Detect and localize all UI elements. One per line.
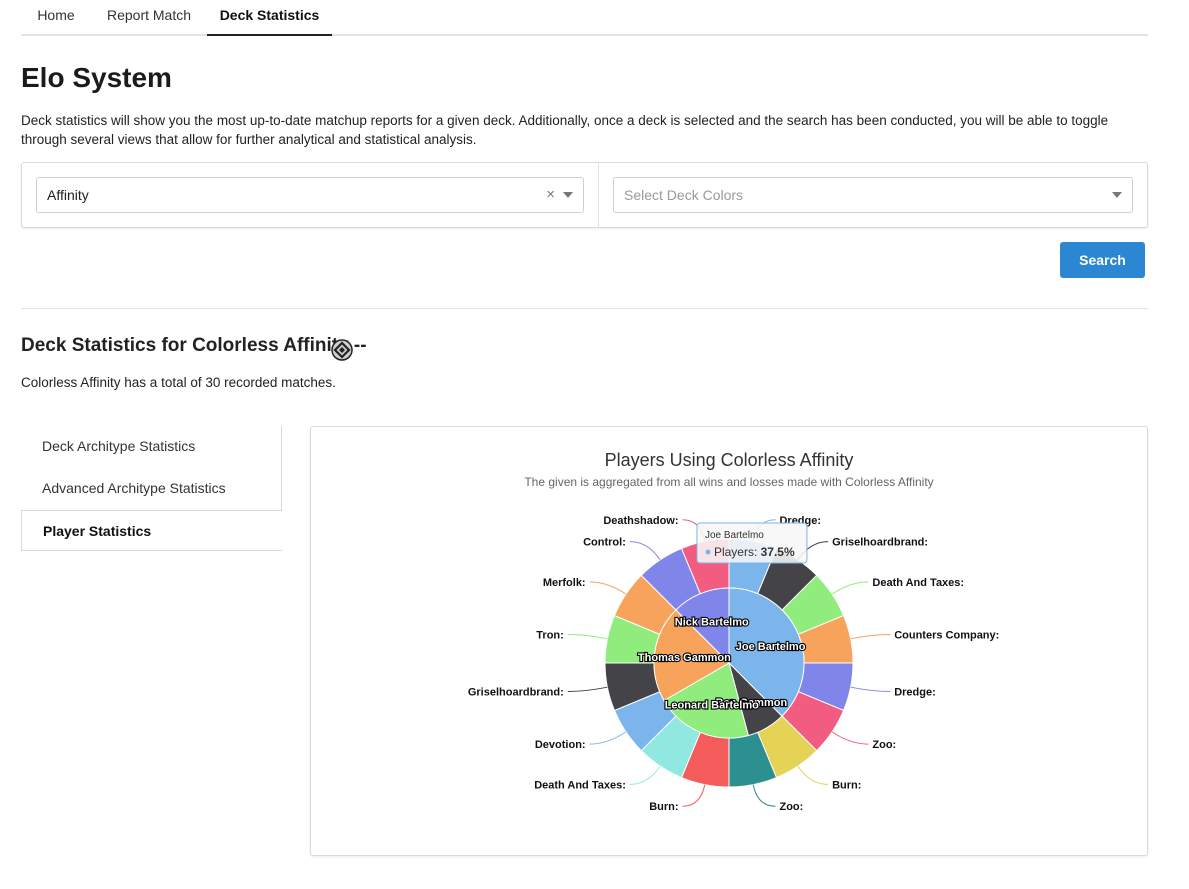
intro-text: Deck statistics will show you the most u… (21, 113, 1109, 147)
outer-slice-label: Griselhoardbrand: (468, 686, 564, 698)
section-divider (21, 308, 1148, 309)
inner-slice[interactable] (653, 609, 730, 702)
connector-line (589, 731, 627, 745)
deck-colors-select[interactable]: Select Deck Colors (613, 177, 1133, 213)
outer-slice-label: Dredge: (894, 686, 936, 698)
connector-line (752, 784, 776, 807)
inner-slice[interactable] (675, 587, 730, 665)
page-title: Elo System (21, 62, 172, 93)
connector-line (567, 634, 608, 640)
deck-select[interactable]: Affinity × (36, 177, 584, 213)
pie-chart: Dredge: Griselhoardbrand: Death And Taxes:… (468, 515, 999, 813)
tooltip-name: Joe Bartelmo (705, 530, 764, 541)
chart-card: Players Using Colorless Affinity The giv… (310, 426, 1148, 856)
tab-home[interactable]: Home (37, 7, 75, 23)
outer-slice-label: Control: (583, 537, 626, 549)
connector-line (831, 581, 869, 595)
connector-line (629, 765, 661, 785)
outer-slice-label: Zoo: (872, 739, 896, 751)
outer-slice-label: Devotion: (535, 739, 586, 751)
top-navigation: Home Report Match Deck Statistics (21, 0, 1148, 36)
search-button[interactable]: Search (1060, 242, 1145, 278)
outer-slice-label: Deathshadow: (603, 515, 678, 527)
deck-colors-placeholder: Select Deck Colors (624, 187, 744, 203)
stats-title: Deck Statistics for Colorless Affinity -… (21, 335, 367, 356)
inner-slice-label: Thomas Gammon (638, 652, 731, 664)
outer-slice-label: Death And Taxes: (872, 577, 964, 589)
connector-line (589, 581, 627, 595)
menu-player-statistics[interactable]: Player Statistics (21, 510, 282, 551)
connector-line (629, 541, 661, 561)
chart-subtitle: The given is aggregated from all wins an… (524, 475, 934, 489)
connector-line (850, 634, 891, 640)
chevron-down-icon[interactable] (563, 192, 573, 198)
outer-slice-label: Death And Taxes: (534, 779, 626, 791)
outer-slice-label: Merfolk: (543, 577, 586, 589)
tab-deck-statistics[interactable]: Deck Statistics (207, 0, 332, 36)
connector-line (567, 686, 608, 692)
connector-line (831, 731, 869, 745)
deck-select-value: Affinity (47, 187, 89, 203)
filter-panel: Affinity × Select Deck Colors (21, 162, 1148, 228)
inner-slice-label: Nick Bartelmo (675, 616, 749, 628)
inner-slice-label: Joe Bartelmo (736, 641, 806, 653)
inner-slice[interactable] (728, 587, 805, 717)
tab-report-match[interactable]: Report Match (106, 7, 192, 23)
outer-slice-label: Counters Company: (894, 630, 999, 642)
chevron-down-icon[interactable] (1112, 192, 1122, 198)
chart-title: Players Using Colorless Affinity (604, 450, 854, 470)
filter-divider (598, 163, 599, 227)
tooltip-value: Players: 37.5% (714, 545, 795, 559)
connector-line (797, 765, 829, 785)
side-menu-border (281, 426, 282, 510)
inner-slice-label: Ben Gammon (716, 697, 788, 709)
menu-advanced-architype-statistics[interactable]: Advanced Architype Statistics (42, 480, 226, 496)
outer-slice-label: Tron: (536, 630, 564, 642)
connector-line (682, 784, 706, 807)
inner-slice[interactable] (663, 662, 749, 739)
outer-slice-label: Griselhoardbrand: (832, 537, 928, 549)
outer-slice-label: Zoo: (779, 801, 803, 813)
outer-slice-label: Burn: (649, 801, 678, 813)
stats-summary: Colorless Affinity has a total of 30 rec… (21, 375, 336, 390)
outer-slice-label: Burn: (832, 779, 861, 791)
connector-line (850, 686, 891, 692)
inner-slice-label: Leonard Bartelmo (665, 700, 759, 712)
menu-deck-architype-statistics[interactable]: Deck Architype Statistics (42, 438, 196, 454)
clear-icon[interactable]: × (546, 186, 555, 203)
chart-tooltip: Joe Bartelmo Players: 37.5% (696, 522, 808, 564)
tooltip-series-marker (705, 549, 711, 555)
colorless-mana-icon (331, 339, 353, 361)
